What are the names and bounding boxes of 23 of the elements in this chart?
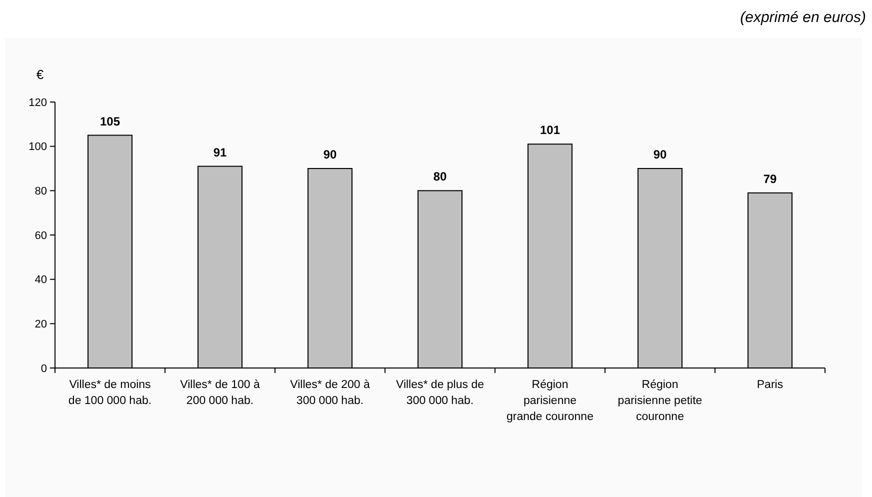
y-axis-title: € [36, 67, 44, 82]
y-tick-label: 40 [34, 274, 47, 286]
y-tick-label: 60 [34, 230, 47, 242]
y-tick-label: 80 [34, 186, 47, 198]
x-tick-label: Villes* de moins de 100 000 hab. [68, 379, 152, 407]
data-label: 90 [653, 148, 667, 162]
x-tick-label: Région parisienne petite couronne [618, 379, 702, 423]
y-tick-label: 20 [34, 318, 47, 331]
x-tick-label: Paris [756, 379, 784, 391]
y-tick-label: 100 [28, 141, 47, 154]
data-label: 91 [213, 145, 227, 160]
x-tick-label: Région parisienne grande couronne [506, 379, 594, 423]
x-tick-label: Villes* de 200 à 300 000 hab. [290, 379, 370, 407]
y-tick-label: 120 [28, 96, 47, 109]
data-label: 80 [433, 170, 447, 184]
data-label: 79 [763, 172, 777, 186]
data-label: 101 [540, 123, 560, 138]
data-label: 105 [100, 114, 120, 128]
chart-subtitle: (exprimé en euros) [740, 9, 866, 26]
data-label: 90 [323, 148, 337, 162]
x-tick-label: Villes* de 100 à 200 000 hab. [180, 379, 260, 407]
y-tick-label: 0 [40, 362, 47, 375]
x-tick-label: Villes* de plus de 300 000 hab. [396, 379, 484, 407]
